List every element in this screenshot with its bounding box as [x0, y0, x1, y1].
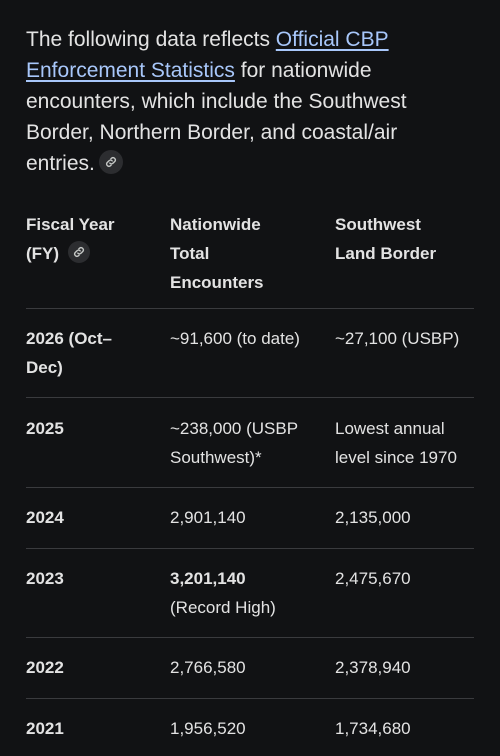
nationwide-line2: Southwest)* — [170, 448, 262, 467]
intro-text-before: The following data reflects — [26, 28, 276, 51]
link-icon — [105, 157, 116, 167]
row-2023-nationwide: 3,201,140 (Record High) — [170, 564, 276, 622]
row-2021-year: 2021 — [26, 719, 64, 738]
intro-link-chip[interactable] — [98, 150, 123, 174]
header-fiscal-year-line2: (FY) — [26, 239, 115, 268]
table-divider — [26, 548, 474, 549]
southwest-line1: Lowest annual — [335, 419, 445, 438]
row-2022-nationwide: 2,766,580 — [170, 658, 246, 677]
header-nationwide-line3: Encounters — [170, 273, 264, 292]
southwest-line2: level since 1970 — [335, 448, 457, 467]
table-divider — [26, 308, 474, 309]
row-2022-year: 2022 — [26, 658, 64, 677]
intro-text-after: for nationwide encounters, which include… — [26, 59, 407, 175]
table-divider — [26, 397, 474, 398]
year-line1: 2026 (Oct– — [26, 329, 112, 348]
header-southwest-line2: Land Border — [335, 244, 437, 263]
table-divider — [26, 487, 474, 488]
row-2022-southwest: 2,378,940 — [335, 658, 411, 677]
row-2026-year: 2026 (Oct– Dec) — [26, 324, 112, 382]
header-southwest-line1: Southwest — [335, 215, 421, 234]
table-divider — [26, 637, 474, 638]
row-2023-southwest: 2,475,670 — [335, 569, 411, 588]
row-2025-nationwide: ~238,000 (USBP Southwest)* — [170, 414, 298, 472]
row-2021-nationwide: 1,956,520 — [170, 719, 246, 738]
header-nationwide-line1: Nationwide — [170, 215, 261, 234]
row-2024-nationwide: 2,901,140 — [170, 508, 246, 527]
row-2024-year: 2024 — [26, 508, 64, 527]
header-nationwide-line2: Total — [170, 244, 210, 263]
row-2025-southwest: Lowest annual level since 1970 — [335, 414, 457, 472]
header-fiscal-year: Fiscal Year (FY) — [26, 210, 115, 268]
header-fiscal-year-abbrev: (FY) — [26, 244, 60, 263]
header-southwest: Southwest Land Border — [335, 210, 436, 268]
header-fiscal-year-line1: Fiscal Year — [26, 215, 115, 234]
row-2024-southwest: 2,135,000 — [335, 508, 411, 527]
table-divider — [26, 698, 474, 699]
nationwide-line1: ~238,000 (USBP — [170, 419, 299, 438]
link-icon — [73, 247, 84, 257]
header-link-chip[interactable] — [67, 241, 90, 263]
cbp-statistics-link[interactable]: Official CBP Enforcement Statistics — [26, 28, 389, 82]
nationwide-record-value: 3,201,140 — [170, 569, 246, 588]
row-2025-year: 2025 — [26, 419, 64, 438]
row-2021-southwest: 1,734,680 — [335, 719, 411, 738]
intro-paragraph: The following data reflects Official CBP… — [26, 24, 466, 179]
nationwide-record-note: (Record High) — [170, 598, 276, 617]
row-2023-year: 2023 — [26, 569, 64, 588]
row-2026-nationwide: ~91,600 (to date) — [170, 329, 300, 348]
year-line2: Dec) — [26, 358, 63, 377]
row-2026-southwest: ~27,100 (USBP) — [335, 329, 460, 348]
header-nationwide: Nationwide Total Encounters — [170, 210, 264, 297]
